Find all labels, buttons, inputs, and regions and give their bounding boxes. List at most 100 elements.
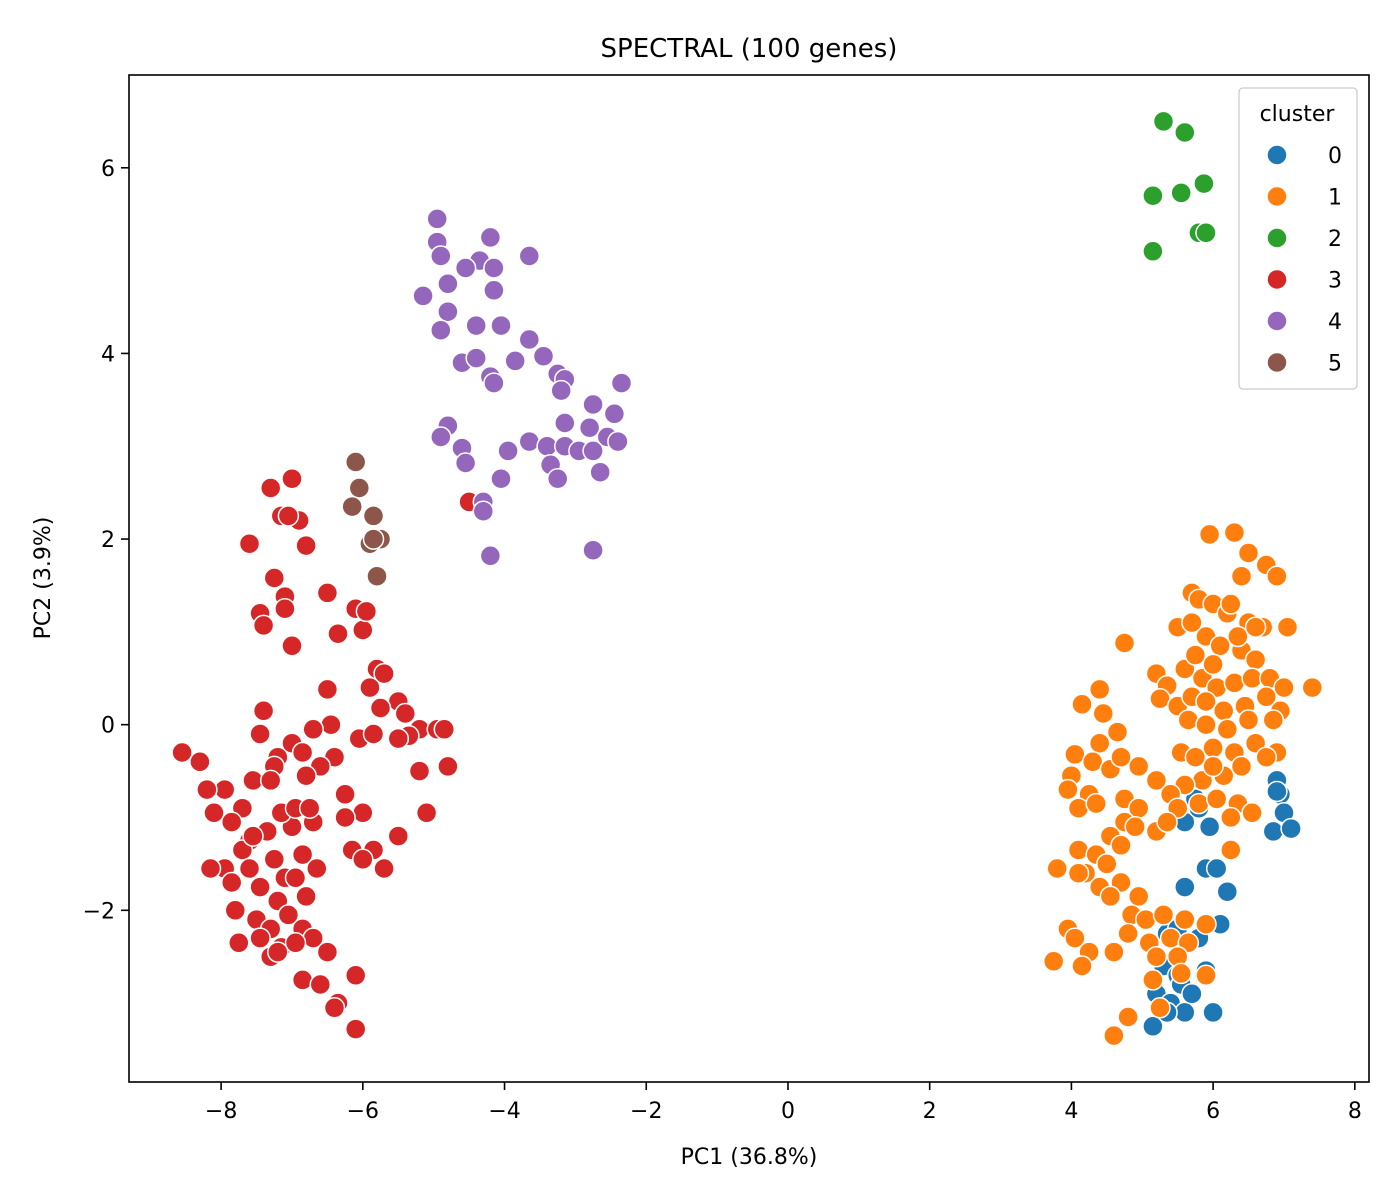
point-cluster-1: [1127, 755, 1150, 778]
point-cluster-4: [472, 500, 495, 522]
point-cluster-1: [1255, 746, 1278, 768]
point-cluster-4: [554, 412, 576, 434]
point-cluster-3: [267, 941, 289, 963]
point-cluster-3: [196, 778, 218, 801]
point-cluster-3: [291, 741, 314, 764]
y-tick-label: 4: [101, 342, 115, 367]
y-axis-label: PC2 (3.9%): [31, 517, 56, 640]
legend-marker-5: [1266, 351, 1288, 374]
point-cluster-3: [249, 927, 271, 949]
point-cluster-4: [483, 279, 505, 302]
point-cluster-1: [1237, 709, 1260, 731]
point-cluster-5: [362, 528, 385, 550]
point-cluster-2: [1193, 172, 1215, 195]
point-cluster-1: [1262, 709, 1285, 731]
point-cluster-3: [355, 600, 378, 623]
point-cluster-1: [1096, 853, 1118, 875]
point-cluster-1: [1156, 811, 1178, 833]
point-cluster-5: [341, 495, 363, 518]
y-tick-label: 2: [101, 528, 115, 553]
point-cluster-1: [1067, 797, 1090, 819]
point-cluster-1: [1174, 908, 1196, 931]
point-cluster-2: [1174, 121, 1196, 144]
point-cluster-3: [199, 857, 222, 880]
point-cluster-1: [1184, 644, 1207, 666]
point-cluster-3: [344, 1018, 367, 1040]
x-tick-label: 6: [1206, 1099, 1220, 1124]
point-cluster-0: [1174, 876, 1196, 898]
point-cluster-1: [1209, 635, 1231, 657]
point-cluster-1: [1212, 700, 1235, 722]
x-tick-label: 8: [1348, 1099, 1362, 1124]
point-cluster-3: [291, 969, 314, 991]
point-cluster-1: [1220, 839, 1242, 861]
point-cluster-3: [387, 727, 410, 750]
point-cluster-4: [610, 372, 633, 394]
point-cluster-3: [295, 534, 317, 557]
point-cluster-1: [1276, 616, 1299, 638]
legend-marker-2: [1266, 227, 1288, 249]
point-cluster-4: [430, 245, 452, 267]
point-cluster-1: [1067, 839, 1090, 861]
point-cluster-1: [1227, 625, 1249, 648]
legend-frame: [1238, 87, 1358, 390]
point-cluster-3: [327, 622, 349, 645]
point-cluster-4: [497, 440, 519, 462]
point-cluster-1: [1177, 709, 1200, 731]
point-cluster-3: [437, 755, 459, 778]
point-cluster-1: [1092, 702, 1115, 725]
point-cluster-3: [320, 713, 342, 736]
point-cluster-3: [302, 718, 324, 741]
point-cluster-3: [238, 532, 261, 555]
point-cluster-4: [465, 347, 487, 369]
x-tick-label: 0: [781, 1099, 795, 1124]
point-cluster-0: [1142, 1015, 1164, 1038]
point-cluster-3: [415, 802, 438, 824]
point-cluster-3: [295, 885, 317, 908]
point-cluster-3: [220, 871, 243, 894]
point-cluster-1: [1088, 678, 1111, 701]
point-cluster-3: [213, 778, 236, 801]
point-cluster-3: [224, 899, 247, 922]
point-cluster-3: [249, 723, 271, 745]
point-cluster-2: [1152, 110, 1175, 133]
legend-marker-4: [1266, 310, 1288, 332]
point-cluster-3: [259, 769, 282, 792]
point-cluster-3: [323, 997, 346, 1019]
x-tick-label: −6: [347, 1099, 379, 1124]
plot-frame: [128, 74, 1370, 1083]
point-cluster-3: [263, 848, 286, 871]
point-cluster-1: [1195, 690, 1217, 713]
point-cluster-3: [334, 806, 356, 829]
point-cluster-1: [1230, 755, 1253, 778]
point-cluster-4: [437, 300, 459, 323]
point-cluster-1: [1117, 1006, 1139, 1028]
point-cluster-1: [1230, 565, 1253, 587]
point-cluster-1: [1071, 955, 1093, 977]
point-cluster-4: [479, 226, 502, 249]
x-tick-label: −8: [205, 1099, 237, 1124]
point-cluster-3: [433, 718, 456, 741]
point-cluster-1: [1220, 806, 1242, 829]
point-cluster-1: [1184, 746, 1207, 768]
point-cluster-3: [316, 582, 339, 604]
point-cluster-1: [1142, 969, 1164, 991]
y-tick-label: 0: [101, 714, 115, 739]
point-cluster-4: [518, 430, 541, 453]
point-cluster-1: [1067, 862, 1090, 884]
point-cluster-4: [532, 345, 555, 367]
point-cluster-3: [291, 843, 314, 866]
x-axis-label: PC1 (36.8%): [681, 1145, 818, 1170]
point-cluster-3: [274, 597, 296, 620]
point-cluster-3: [373, 662, 395, 685]
point-cluster-3: [344, 964, 367, 987]
point-cluster-1: [1181, 611, 1203, 634]
point-cluster-3: [259, 477, 282, 499]
point-cluster-4: [465, 314, 487, 337]
legend: cluster 0 1 2 3 4 5: [1238, 87, 1358, 390]
point-cluster-1: [1099, 885, 1122, 908]
point-cluster-1: [1113, 632, 1136, 654]
point-cluster-1: [1202, 653, 1224, 676]
point-cluster-1: [1064, 927, 1086, 949]
